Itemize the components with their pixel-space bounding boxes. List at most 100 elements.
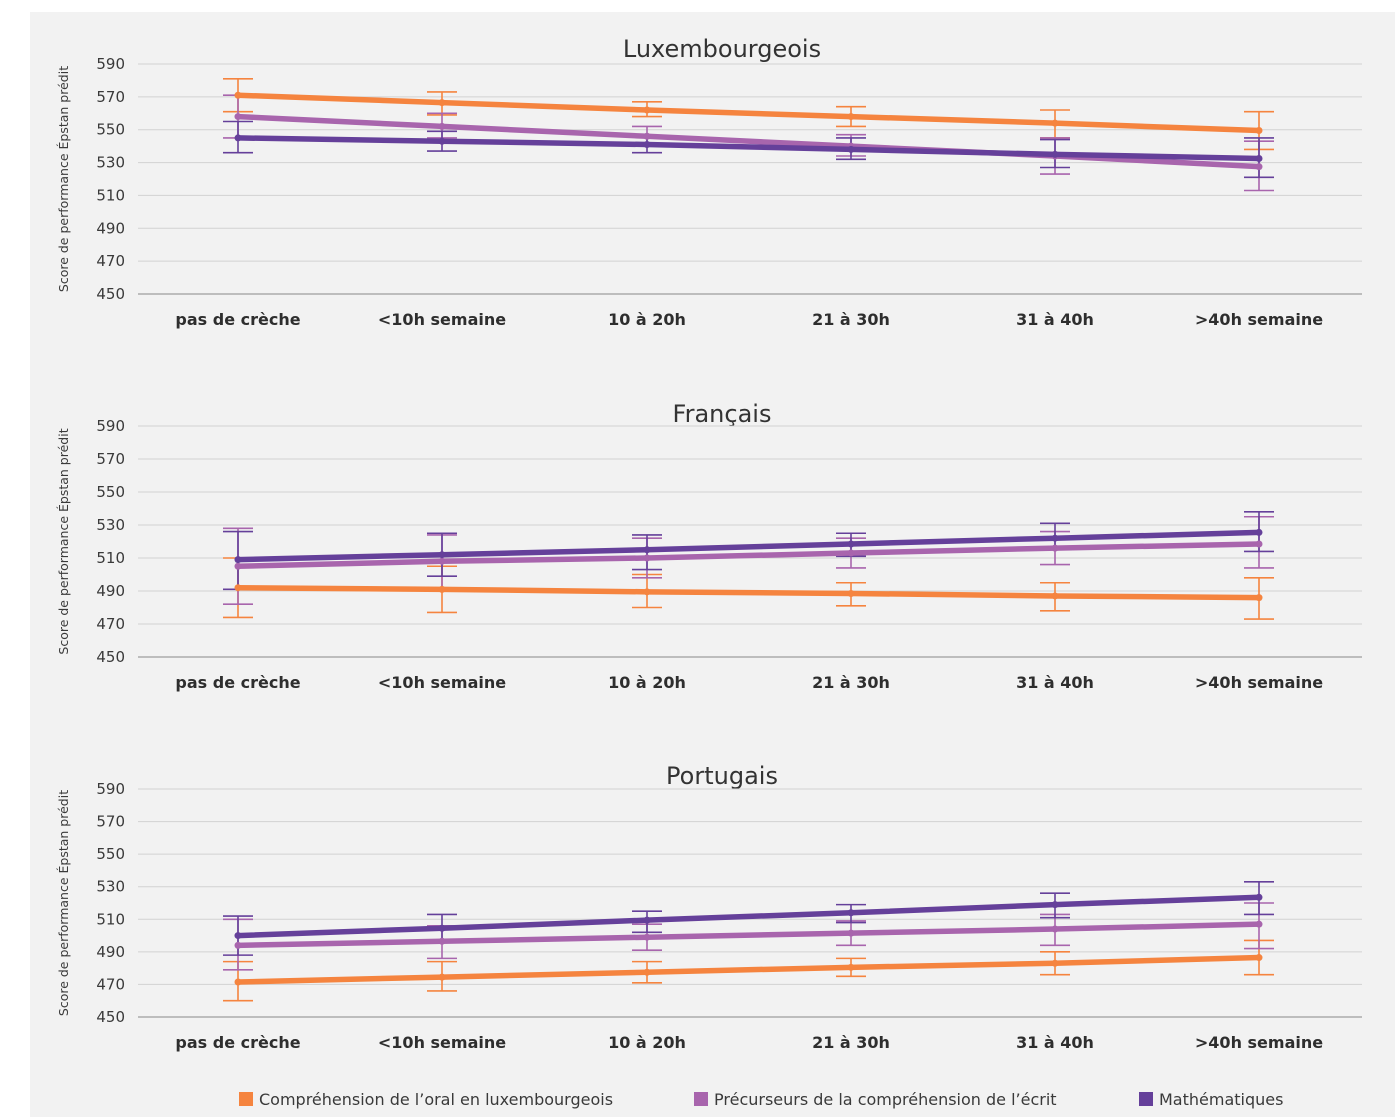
- x-tick-label: pas de crèche: [175, 673, 300, 692]
- data-point: [1255, 540, 1263, 548]
- series-3: [223, 510, 1274, 591]
- legend-label: Mathématiques: [1159, 1090, 1283, 1109]
- data-point: [847, 963, 855, 971]
- y-tick-label: 510: [96, 910, 125, 928]
- legend-swatch: [694, 1092, 708, 1106]
- data-point: [438, 924, 446, 932]
- x-tick-label: <10h semaine: [378, 310, 506, 329]
- data-point: [1051, 959, 1059, 967]
- series-line: [235, 135, 1262, 162]
- data-point: [438, 585, 446, 593]
- data-point: [1255, 127, 1263, 135]
- data-point: [643, 141, 651, 148]
- data-point: [847, 145, 855, 153]
- x-tick-label: 31 à 40h: [1016, 310, 1094, 329]
- x-tick-label: >40h semaine: [1195, 310, 1323, 329]
- y-tick-label: 450: [96, 285, 125, 303]
- series-line: [235, 541, 1262, 569]
- x-tick-label: 10 à 20h: [608, 673, 686, 692]
- data-point: [643, 916, 651, 924]
- x-tick-label: pas de crèche: [175, 1033, 300, 1052]
- y-tick-label: 530: [96, 516, 125, 534]
- legend-swatch: [1139, 1092, 1153, 1106]
- x-tick-label: >40h semaine: [1195, 1033, 1323, 1052]
- data-point: [1051, 119, 1059, 127]
- data-point: [847, 540, 855, 548]
- y-tick-label: 510: [96, 549, 125, 567]
- data-point: [1255, 154, 1263, 162]
- data-point: [1255, 893, 1263, 901]
- y-tick-label: 590: [96, 55, 125, 73]
- data-point: [643, 546, 651, 554]
- y-tick-label: 570: [96, 813, 125, 831]
- x-tick-label: <10h semaine: [378, 1033, 506, 1052]
- data-point: [438, 137, 446, 145]
- data-point: [643, 554, 651, 562]
- x-tick-label: 31 à 40h: [1016, 673, 1094, 692]
- data-point: [234, 134, 242, 142]
- data-point: [234, 91, 242, 99]
- x-tick-label: pas de crèche: [175, 310, 300, 329]
- y-tick-label: 590: [96, 780, 125, 798]
- y-tick-label: 570: [96, 88, 125, 106]
- y-tick-label: 590: [96, 417, 125, 435]
- x-tick-label: 21 à 30h: [812, 310, 890, 329]
- data-point: [1255, 954, 1263, 962]
- chart-title: Français: [673, 400, 772, 428]
- data-point: [847, 589, 855, 597]
- data-point: [1051, 901, 1059, 909]
- y-tick-label: 470: [96, 615, 125, 633]
- legend: Compréhension de l’oral en luxembourgeoi…: [239, 1090, 1283, 1109]
- y-tick-label: 530: [96, 154, 125, 172]
- legend-label: Compréhension de l’oral en luxembourgeoi…: [259, 1090, 613, 1109]
- data-point: [1051, 544, 1059, 552]
- y-tick-label: 490: [96, 943, 125, 961]
- data-point: [438, 937, 446, 945]
- legend-swatch: [239, 1092, 253, 1106]
- y-tick-label: 550: [96, 483, 125, 501]
- x-tick-label: 21 à 30h: [812, 673, 890, 692]
- legend-item-1: Compréhension de l’oral en luxembourgeoi…: [239, 1090, 613, 1109]
- y-tick-label: 490: [96, 219, 125, 237]
- data-point: [234, 113, 242, 121]
- data-point: [438, 99, 446, 107]
- data-point: [1255, 163, 1263, 171]
- series-line: [235, 529, 1262, 563]
- data-point: [847, 549, 855, 557]
- data-point: [234, 556, 242, 564]
- data-point: [643, 106, 651, 114]
- data-point: [1255, 920, 1263, 928]
- y-tick-label: 510: [96, 186, 125, 204]
- chart-title: Luxembourgeois: [623, 35, 821, 63]
- chart-panel-3: Portugais Score de performance Épstan pré…: [56, 762, 1362, 1052]
- x-tick-label: 21 à 30h: [812, 1033, 890, 1052]
- data-point: [1051, 150, 1059, 158]
- data-point: [438, 551, 446, 559]
- y-tick-label: 550: [96, 845, 125, 863]
- data-point: [234, 562, 242, 570]
- chart-figure: Luxembourgeois Score de performance Épsta…: [30, 12, 1395, 1117]
- y-tick-label: 550: [96, 121, 125, 139]
- data-point: [1051, 534, 1059, 542]
- data-point: [1255, 528, 1263, 536]
- y-tick-label: 470: [96, 252, 125, 270]
- data-point: [234, 932, 242, 940]
- y-axis-label: Score de performance Épstan prédit: [56, 66, 71, 292]
- data-point: [643, 968, 651, 976]
- data-point: [438, 122, 446, 130]
- y-tick-label: 450: [96, 1008, 125, 1026]
- data-point: [438, 973, 446, 981]
- data-point: [1051, 592, 1059, 600]
- y-tick-label: 530: [96, 878, 125, 896]
- data-point: [847, 909, 855, 917]
- data-point: [847, 929, 855, 937]
- y-axis-label: Score de performance Épstan prédit: [56, 428, 71, 654]
- legend-label: Précurseurs de la compréhension de l’écr…: [714, 1090, 1057, 1109]
- data-point: [643, 588, 651, 596]
- chart-canvas: Luxembourgeois Score de performance Épsta…: [56, 35, 1362, 1109]
- data-point: [643, 933, 651, 941]
- series-line: [235, 954, 1262, 985]
- data-point: [234, 584, 242, 592]
- x-tick-label: >40h semaine: [1195, 673, 1323, 692]
- series-line: [235, 92, 1262, 134]
